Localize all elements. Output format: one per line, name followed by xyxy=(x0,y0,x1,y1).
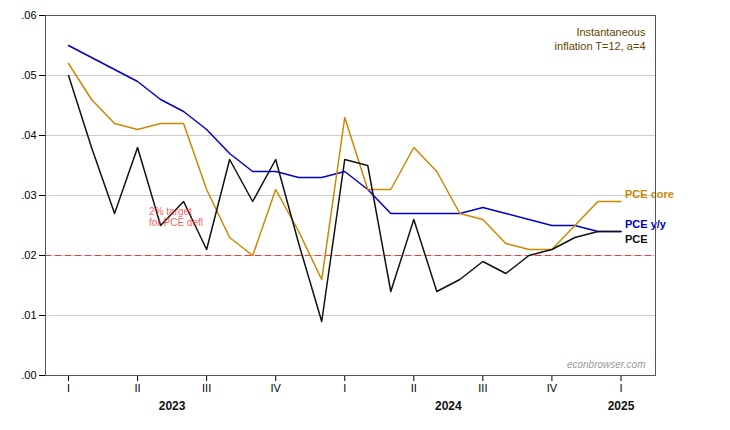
svg-text:I: I xyxy=(343,382,346,394)
svg-text:PCE y/y: PCE y/y xyxy=(625,218,667,230)
svg-text:I: I xyxy=(619,382,622,394)
svg-text:2025: 2025 xyxy=(608,399,635,413)
svg-text:I: I xyxy=(67,382,70,394)
svg-text:IV: IV xyxy=(547,382,558,394)
svg-text:PCE core: PCE core xyxy=(625,188,674,200)
svg-text:II: II xyxy=(135,382,141,394)
svg-text:.00: .00 xyxy=(21,369,36,381)
svg-text:2023: 2023 xyxy=(159,399,186,413)
svg-text:.02: .02 xyxy=(21,249,36,261)
svg-text:.06: .06 xyxy=(21,9,36,21)
svg-text:III: III xyxy=(478,382,487,394)
svg-text:2% targetfor PCE defl: 2% targetfor PCE defl xyxy=(149,206,203,228)
svg-text:.03: .03 xyxy=(21,189,36,201)
svg-text:III: III xyxy=(202,382,211,394)
svg-text:.05: .05 xyxy=(21,69,36,81)
svg-text:IV: IV xyxy=(270,382,281,394)
svg-text:Instantaneousinflation T=12, a: Instantaneousinflation T=12, a=4 xyxy=(555,26,646,52)
svg-text:PCE: PCE xyxy=(625,233,648,245)
svg-text:.04: .04 xyxy=(21,129,36,141)
svg-text:.01: .01 xyxy=(21,309,36,321)
svg-text:II: II xyxy=(411,382,417,394)
svg-text:econbrowser.com: econbrowser.com xyxy=(567,359,646,370)
svg-text:2024: 2024 xyxy=(435,399,462,413)
